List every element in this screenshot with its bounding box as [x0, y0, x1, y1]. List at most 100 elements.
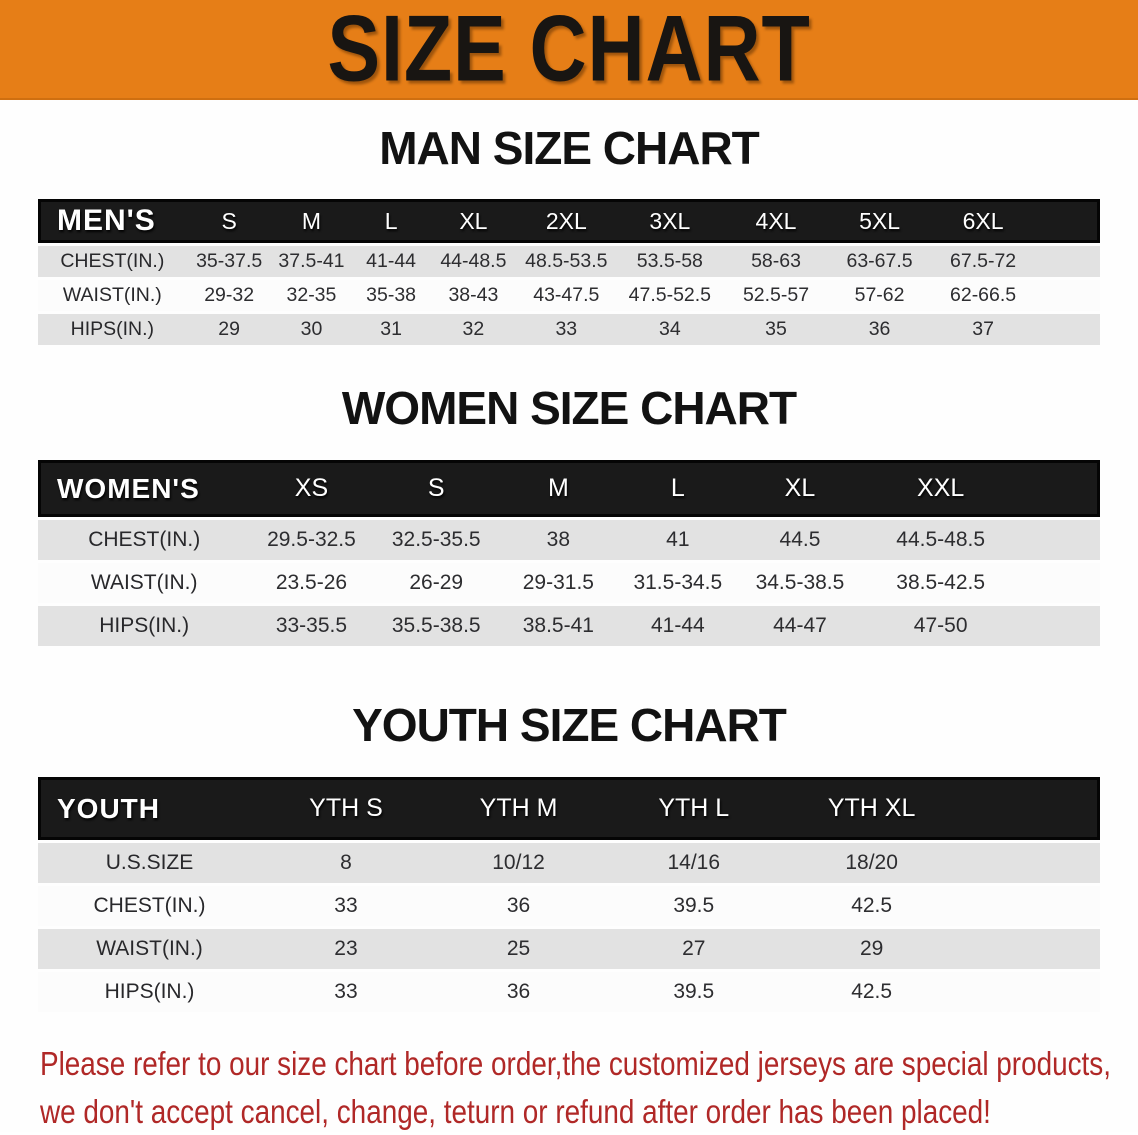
men-size-table: MEN'S S M L XL 2XL 3XL 4XL 5XL 6XL CHEST(IN.) 35-37… [38, 196, 1100, 348]
size-value: 41-44 [351, 246, 431, 277]
size-column-header: M [499, 460, 617, 517]
filler-cell [1036, 199, 1100, 243]
size-column-header: YTH M [430, 777, 607, 840]
table-row: WAIST(IN.) 23.5-26 26-29 29-31.5 31.5-34.5 34… [38, 563, 1100, 603]
size-value: 41-44 [616, 606, 739, 646]
size-value: 39.5 [606, 886, 782, 926]
size-value: 42.5 [781, 972, 962, 1012]
size-column-header: XL [738, 460, 862, 517]
size-value: 47.5-52.5 [616, 280, 723, 311]
table-row: CHEST(IN.) 35-37.5 37.5-41 41-44 44-48.5 48.5… [38, 246, 1100, 277]
size-value: 26-29 [372, 563, 500, 603]
size-column-header: M [271, 199, 352, 243]
size-value: 10/12 [430, 843, 607, 883]
size-value: 23 [261, 929, 431, 969]
youth-size-table: YOUTH YTH S YTH M YTH L YTH XL U.S.SIZE 8 10/12… [38, 774, 1100, 1015]
size-value: 33 [515, 314, 617, 345]
size-value: 67.5-72 [929, 246, 1037, 277]
men-group-label: MEN'S [38, 199, 187, 243]
size-value: 57-62 [829, 280, 930, 311]
women-group-label: WOMEN'S [38, 460, 251, 517]
size-column-header: YTH S [261, 777, 431, 840]
size-column-header: S [372, 460, 500, 517]
size-value: 31 [351, 314, 431, 345]
size-column-header: S [186, 199, 272, 243]
size-value: 58-63 [722, 246, 830, 277]
size-column-header: 5XL [829, 199, 930, 243]
table-row: CHEST(IN.) 33 36 39.5 42.5 [38, 886, 1100, 926]
filler-cell [1020, 520, 1100, 560]
size-value: 37 [929, 314, 1037, 345]
filler-cell [1020, 563, 1100, 603]
size-value: 38-43 [430, 280, 516, 311]
size-value: 32-35 [271, 280, 352, 311]
size-column-header: 6XL [929, 199, 1037, 243]
size-column-header: YTH XL [781, 777, 962, 840]
size-value: 35-37.5 [186, 246, 272, 277]
size-value: 37.5-41 [271, 246, 352, 277]
size-value: 32.5-35.5 [372, 520, 500, 560]
row-label: HIPS(IN.) [38, 972, 262, 1012]
row-label: WAIST(IN.) [38, 929, 262, 969]
size-value: 38.5-42.5 [861, 563, 1021, 603]
row-label: WAIST(IN.) [38, 563, 251, 603]
size-value: 36 [430, 886, 607, 926]
size-value: 35 [722, 314, 830, 345]
table-row: HIPS(IN.) 33-35.5 35.5-38.5 38.5-41 41-44 44-… [38, 606, 1100, 646]
men-heading: MAN SIZE CHART [379, 122, 760, 174]
size-column-header: XS [250, 460, 373, 517]
size-value: 52.5-57 [722, 280, 830, 311]
size-value: 14/16 [606, 843, 782, 883]
size-value: 29.5-32.5 [250, 520, 373, 560]
men-header-row: MEN'S S M L XL 2XL 3XL 4XL 5XL 6XL [38, 199, 1100, 243]
filler-cell [961, 972, 1100, 1012]
women-header-row: WOMEN'S XS S M L XL XXL [38, 460, 1100, 517]
size-value: 38 [499, 520, 617, 560]
size-column-header: L [351, 199, 431, 243]
row-label: WAIST(IN.) [38, 280, 187, 311]
size-value: 62-66.5 [929, 280, 1037, 311]
table-row: HIPS(IN.) 29 30 31 32 33 34 35 36 37 [38, 314, 1100, 345]
row-label: CHEST(IN.) [38, 246, 187, 277]
filler-cell [961, 886, 1100, 926]
footer-notice: Please refer to our size chart before or… [40, 1040, 1138, 1135]
youth-heading: YOUTH SIZE CHART [352, 699, 787, 751]
size-value: 39.5 [606, 972, 782, 1012]
size-value: 31.5-34.5 [616, 563, 739, 603]
women-size-table: WOMEN'S XS S M L XL XXL CHEST(IN.) 29.5-32.5 32.5… [38, 457, 1100, 649]
size-column-header: L [616, 460, 739, 517]
size-value: 48.5-53.5 [515, 246, 617, 277]
size-value: 33-35.5 [250, 606, 373, 646]
size-value: 34.5-38.5 [738, 563, 862, 603]
section-women: WOMEN SIZE CHART WOMEN'S XS S M L XL XXL CHEST(… [0, 385, 1138, 649]
size-column-header: 4XL [722, 199, 830, 243]
filler-cell [961, 777, 1100, 840]
notice-line-2: we don't accept cancel, change, teturn o… [40, 1092, 991, 1130]
size-value: 36 [430, 972, 607, 1012]
size-column-header: 3XL [616, 199, 723, 243]
table-row: U.S.SIZE 8 10/12 14/16 18/20 [38, 843, 1100, 883]
row-label: CHEST(IN.) [38, 886, 262, 926]
row-label: HIPS(IN.) [38, 606, 251, 646]
size-value: 63-67.5 [829, 246, 930, 277]
banner: SIZE CHART [0, 0, 1138, 100]
size-column-header: XXL [861, 460, 1021, 517]
size-value: 36 [829, 314, 930, 345]
women-heading: WOMEN SIZE CHART [341, 382, 797, 434]
size-value: 44.5-48.5 [861, 520, 1021, 560]
size-value: 29 [781, 929, 962, 969]
filler-cell [1036, 314, 1100, 345]
table-row: WAIST(IN.) 23 25 27 29 [38, 929, 1100, 969]
size-value: 47-50 [861, 606, 1021, 646]
size-value: 35.5-38.5 [372, 606, 500, 646]
size-column-header: 2XL [515, 199, 617, 243]
size-value: 29-32 [186, 280, 272, 311]
filler-cell [1036, 280, 1100, 311]
filler-cell [1020, 606, 1100, 646]
table-row: CHEST(IN.) 29.5-32.5 32.5-35.5 38 41 44.5 44.5… [38, 520, 1100, 560]
size-value: 25 [430, 929, 607, 969]
row-label: U.S.SIZE [38, 843, 262, 883]
size-column-header: XL [430, 199, 516, 243]
size-column-header: YTH L [606, 777, 782, 840]
